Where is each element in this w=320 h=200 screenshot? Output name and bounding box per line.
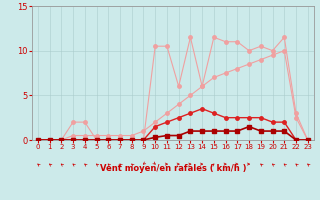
X-axis label: Vent moyen/en rafales ( km/h ): Vent moyen/en rafales ( km/h ): [100, 164, 246, 173]
